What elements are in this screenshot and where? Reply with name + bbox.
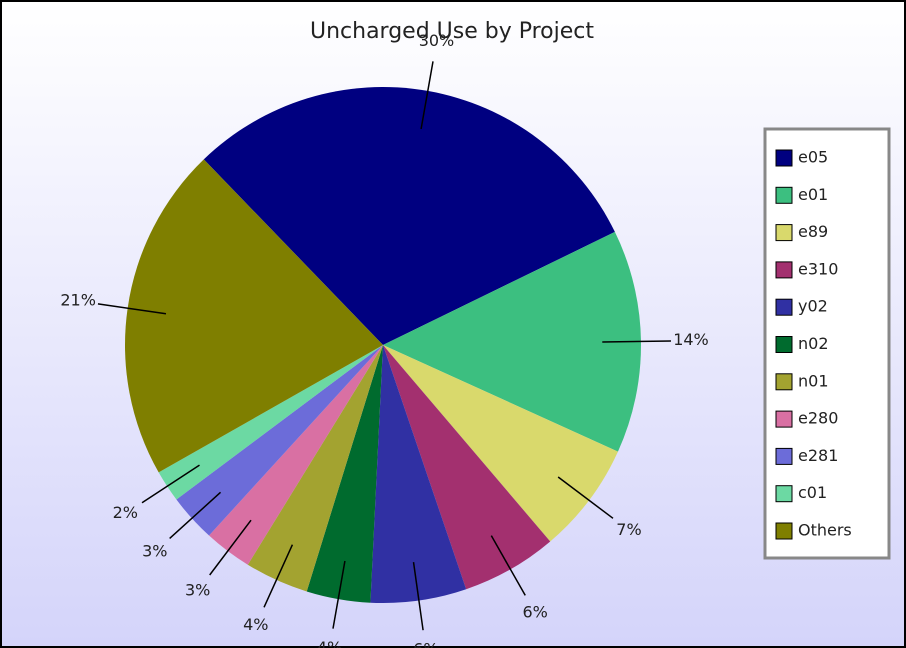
legend-swatch — [775, 336, 793, 353]
legend-swatch — [775, 485, 793, 503]
pie-slice — [209, 345, 383, 565]
pie-slice — [176, 345, 383, 536]
legend-swatch — [775, 522, 793, 540]
chart-title: Uncharged Use by Project — [310, 19, 594, 44]
pie-slice — [383, 345, 551, 590]
pie-slice — [383, 345, 618, 542]
data-label: 3% — [142, 541, 167, 560]
pie-slice — [203, 87, 615, 346]
legend-label: e280 — [798, 409, 838, 428]
leader-line — [420, 61, 434, 130]
legend-label: e281 — [798, 446, 838, 465]
legend-swatch — [775, 410, 793, 428]
leader-line — [97, 303, 167, 315]
pie-slice — [247, 345, 383, 592]
legend-swatch — [775, 149, 793, 167]
legend-label: e89 — [798, 222, 828, 241]
legend-label: e310 — [798, 259, 838, 278]
pie-slice — [158, 345, 383, 500]
data-label: 4% — [243, 615, 268, 634]
leader-line — [557, 476, 614, 519]
data-label: 2% — [113, 503, 138, 522]
legend-swatch — [775, 298, 793, 316]
legend-label: n01 — [798, 371, 829, 390]
data-label: 6% — [413, 640, 438, 648]
pie-slice — [124, 159, 383, 473]
data-label: 3% — [185, 580, 210, 599]
leader-line — [141, 464, 200, 504]
leader-line — [332, 560, 346, 629]
data-label: 14% — [673, 330, 709, 349]
legend-label: Others — [798, 521, 852, 540]
data-label: 6% — [522, 602, 547, 621]
legend-label: c01 — [798, 483, 827, 502]
legend-swatch — [775, 186, 793, 204]
legend-label: e01 — [798, 185, 828, 204]
data-label: 4% — [317, 638, 342, 648]
leader-line — [263, 544, 294, 608]
pie-slice — [383, 231, 641, 452]
legend-label: y02 — [798, 297, 828, 316]
legend-swatch — [775, 373, 793, 391]
legend-swatch — [775, 261, 793, 279]
data-label: 30% — [419, 31, 455, 50]
data-label: 7% — [616, 520, 641, 539]
leader-line — [169, 491, 222, 540]
legend-swatch — [775, 224, 793, 242]
pie-slice — [370, 345, 467, 603]
legend-label: e05 — [798, 148, 828, 167]
leader-line — [490, 535, 526, 596]
leader-line — [412, 562, 424, 631]
leader-line — [209, 519, 252, 576]
leader-line — [602, 340, 671, 343]
pie-slice — [306, 345, 383, 603]
data-label: 21% — [60, 291, 96, 310]
legend-label: n02 — [798, 334, 829, 353]
legend-swatch — [775, 447, 793, 465]
